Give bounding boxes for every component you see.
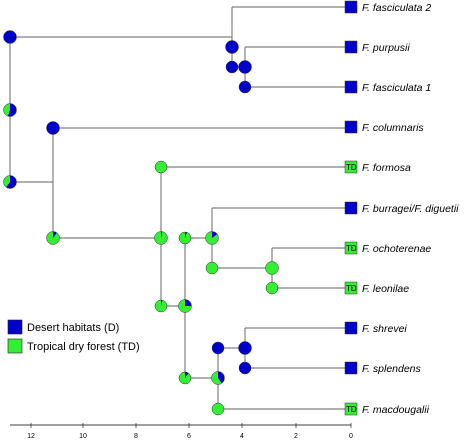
tip-labels: F. fasciculata 2 F. purpusii F. fasciculat… — [362, 2, 459, 416]
branch-state-marker — [205, 261, 219, 275]
tip-label: F. burragei/F. diguetii — [362, 203, 459, 215]
tip-habitat-code: TD — [346, 284, 357, 293]
tip-label: F. formosa — [362, 162, 411, 174]
axis-tick-label: 10 — [79, 433, 87, 440]
legend-label: Tropical dry forest (TD) — [27, 341, 140, 353]
tip-label: F. purpusii — [362, 42, 410, 54]
tip-marker-desert — [344, 40, 358, 54]
tip-label: F. fasciculata 1 — [362, 82, 431, 94]
tip-label: F. shrevei — [362, 323, 407, 335]
tip-marker-desert — [344, 321, 358, 335]
node-ochoterenae-pair — [265, 261, 279, 275]
tip-label: F. fasciculata 2 — [362, 2, 431, 14]
node-columnaris-split — [3, 175, 17, 189]
tip-marker-desert — [344, 0, 358, 14]
branch-state-marker — [238, 361, 252, 375]
axis-tick-label: 4 — [240, 433, 244, 440]
tip-label: F. ochoterenae — [362, 243, 431, 255]
tip-habitat-code: TD — [346, 244, 357, 253]
node-burragei-split — [205, 231, 219, 245]
time-axis: 12 10 8 6 4 2 0 — [10, 423, 353, 440]
tip-label: F. columnaris — [362, 122, 424, 134]
axis-tick-label: 12 — [27, 433, 35, 440]
tip-markers: TD TD TD TD — [344, 0, 358, 416]
branch-state-marker — [178, 231, 192, 245]
branch-state-marker — [154, 160, 168, 174]
tip-label: F. leonilae — [362, 283, 409, 295]
axis-tick-label: 2 — [294, 433, 298, 440]
axis-tick-label: 8 — [134, 433, 138, 440]
tip-marker-desert — [344, 361, 358, 375]
tip-label: F. splendens — [362, 363, 422, 375]
branch-state-marker — [211, 402, 225, 416]
node-purpusii-pair — [238, 60, 252, 74]
branch-state-marker — [178, 371, 192, 385]
tip-marker-desert — [344, 120, 358, 134]
node-shrevei-pair — [238, 341, 252, 355]
branch-state-marker — [211, 341, 225, 355]
tip-marker-tropical: TD — [344, 241, 358, 255]
axis-tick-label: 6 — [187, 433, 191, 440]
node-shrevei-clade — [178, 299, 192, 313]
node-desert-clade — [3, 30, 17, 44]
tip-label: F. macdougalii — [362, 404, 430, 416]
tip-marker-tropical: TD — [344, 402, 358, 416]
tip-marker-tropical: TD — [344, 160, 358, 174]
ancestral-state-nodes — [3, 30, 279, 416]
branch-state-marker — [225, 60, 239, 74]
tree-branches — [9, 6, 351, 410]
node-root — [3, 103, 17, 117]
branch-state-marker — [238, 80, 252, 94]
branch-state-marker — [154, 299, 168, 313]
legend-label: Desert habitats (D) — [27, 322, 119, 334]
tip-habitat-code: TD — [346, 405, 357, 414]
legend-item-td: Tropical dry forest (TD) — [7, 338, 140, 354]
tip-marker-tropical: TD — [344, 281, 358, 295]
branch-state-marker — [265, 281, 279, 295]
node-formosa-split — [154, 231, 168, 245]
node-columnaris-stem — [46, 121, 60, 135]
axis-tick-label: 0 — [349, 433, 353, 440]
node-tropical-split — [46, 231, 60, 245]
legend: Desert habitats (D) Tropical dry forest (… — [7, 319, 140, 354]
legend-item-d: Desert habitats (D) — [7, 319, 119, 335]
node-macdougalii-split — [211, 371, 225, 385]
tip-habitat-code: TD — [346, 163, 357, 172]
tip-marker-desert — [344, 201, 358, 215]
tip-marker-desert — [344, 80, 358, 94]
node-fasciculata-group — [225, 40, 239, 54]
